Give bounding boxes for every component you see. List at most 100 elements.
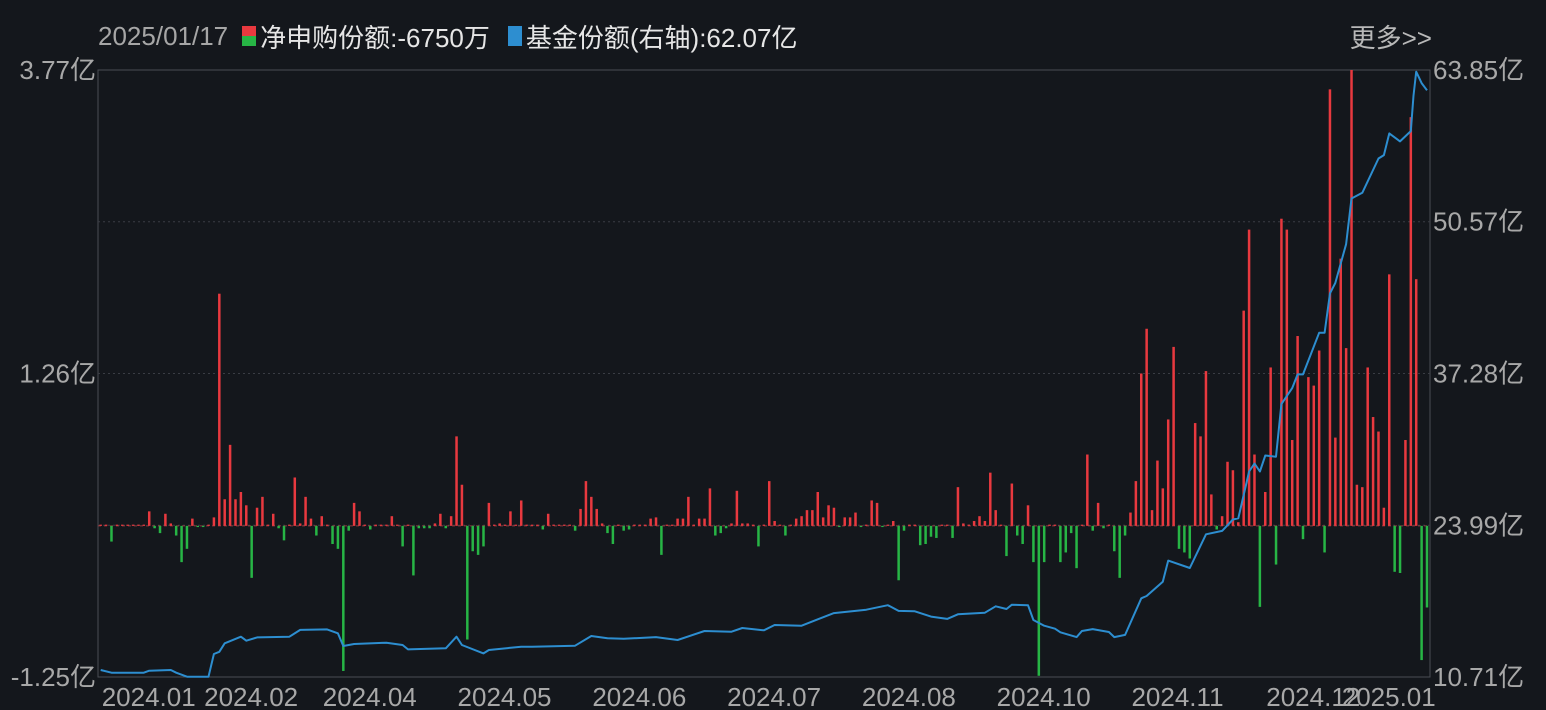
net-subscription-bar xyxy=(104,524,108,526)
net-subscription-bar xyxy=(568,524,572,526)
net-subscription-bar xyxy=(174,525,178,536)
net-subscription-bar xyxy=(584,481,588,526)
net-subscription-bar xyxy=(924,525,927,544)
more-link[interactable]: 更多>> xyxy=(1349,23,1432,53)
net-subscription-bar xyxy=(821,517,825,526)
left-axis-tick-label: -1.25亿 xyxy=(11,662,96,692)
net-subscription-bar xyxy=(1220,516,1224,526)
net-subscription-bar xyxy=(315,525,318,536)
net-subscription-bar xyxy=(708,488,712,526)
net-subscription-bar xyxy=(525,524,528,526)
net-subscription-bar xyxy=(1096,502,1100,526)
left-axis-tick-label: 3.77亿 xyxy=(19,55,96,85)
net-subscription-bar xyxy=(331,525,334,544)
net-subscription-bar xyxy=(627,525,631,530)
net-subscription-bar xyxy=(1296,336,1299,526)
net-subscription-bar xyxy=(282,525,286,541)
left-axis-tick-label: 1.26亿 xyxy=(19,359,96,389)
x-axis-tick-label: 2024.02 xyxy=(204,682,298,710)
net-subscription-bar xyxy=(579,508,582,526)
net-subscription-bar xyxy=(1312,385,1316,526)
net-subscription-bar xyxy=(546,513,550,526)
net-subscription-bar xyxy=(730,523,733,526)
net-subscription-bar xyxy=(1059,525,1062,563)
net-subscription-bar xyxy=(1053,524,1057,526)
net-subscription-bar xyxy=(891,521,895,526)
net-subscription-bar xyxy=(816,491,820,526)
net-subscription-bar xyxy=(530,524,534,526)
net-subscription-bar xyxy=(271,513,275,526)
net-subscription-bar xyxy=(342,525,345,671)
net-subscription-bar xyxy=(514,524,518,526)
net-subscription-bar xyxy=(1382,507,1386,526)
x-axis-tick-label: 2024.10 xyxy=(997,682,1091,710)
net-subscription-bar xyxy=(805,510,809,526)
net-subscription-bar xyxy=(724,525,728,529)
net-subscription-bar xyxy=(1069,525,1073,534)
fund-share-legend: 基金份额(右轴):62.07亿 xyxy=(525,22,798,53)
net-subscription-bar xyxy=(875,502,879,526)
net-subscription-bar xyxy=(460,484,464,526)
net-subscription-bar xyxy=(649,518,652,526)
net-subscription-bar xyxy=(1129,512,1132,526)
net-subscription-bar xyxy=(1177,525,1181,549)
net-subscription-bar xyxy=(180,525,183,563)
net-subscription-bar xyxy=(1032,525,1035,563)
net-subscription-bar xyxy=(746,523,749,526)
net-subscription-bar xyxy=(563,524,566,526)
net-subscription-bar xyxy=(115,524,119,526)
net-subscription-bar xyxy=(1339,258,1342,526)
net-subscription-bar xyxy=(1355,484,1359,526)
net-subscription-bar xyxy=(487,502,491,526)
net-subscription-bar xyxy=(223,499,226,526)
net-subscription-bar xyxy=(385,524,388,526)
net-subscription-bar xyxy=(503,524,507,526)
net-subscription-bar xyxy=(800,516,803,526)
net-subscription-bar xyxy=(428,525,431,529)
net-subscription-bar xyxy=(147,511,151,526)
net-subscription-bar xyxy=(1414,279,1418,526)
net-subscription-bar xyxy=(374,524,377,526)
net-subscription-bar xyxy=(773,521,776,526)
net-subscription-bar xyxy=(940,524,944,526)
net-subscription-bar xyxy=(1258,525,1262,607)
net-subscription-bar xyxy=(1134,481,1138,526)
net-subscription-bar xyxy=(1005,525,1008,557)
net-subscription-bar xyxy=(784,525,787,536)
net-subscription-bar xyxy=(692,524,696,526)
chart-header: 2025/01/17 净申购份额:-6750万 基金份额(右轴):62.07亿 xyxy=(98,16,815,56)
net-subscription-bar xyxy=(757,525,760,547)
net-subscription-bar xyxy=(379,524,383,526)
net-subscription-bar xyxy=(1323,525,1326,553)
net-subscription-bar xyxy=(1280,218,1283,526)
net-subscription-bar xyxy=(137,524,140,526)
net-subscription-bar xyxy=(1350,70,1353,526)
net-subscription-bar xyxy=(573,525,577,531)
net-subscription-bar xyxy=(444,525,448,529)
net-subscription-bar xyxy=(266,524,270,526)
net-subscription-bar xyxy=(1215,525,1218,530)
net-subscription-bar xyxy=(422,525,426,529)
net-subscription-bar xyxy=(519,500,523,526)
net-subscription-bar xyxy=(870,500,873,526)
net-subscription-bar xyxy=(191,518,194,526)
net-subscription-bar xyxy=(1361,487,1364,526)
net-subscription-bar xyxy=(918,525,922,546)
net-subscription-bar xyxy=(865,524,868,526)
net-subscription-bar xyxy=(336,525,340,549)
net-subscription-bar xyxy=(897,525,900,581)
net-subscription-bar xyxy=(1166,419,1170,526)
net-subscription-bar xyxy=(1307,377,1310,526)
net-subscription-bar xyxy=(1269,367,1272,526)
net-subscription-bar xyxy=(687,496,690,526)
net-subscription-bar xyxy=(1102,525,1105,529)
net-subscription-bar xyxy=(196,525,199,528)
net-subscription-bar xyxy=(1091,525,1094,531)
x-axis-tick-label: 2024.01 xyxy=(102,682,196,710)
fund-share-line xyxy=(100,70,1428,678)
x-axis-tick-label: 2025.01 xyxy=(1342,682,1436,710)
x-axis-tick-label: 2024.05 xyxy=(458,682,552,710)
net-subscription-bar xyxy=(1172,346,1175,526)
net-subscription-bar xyxy=(358,511,361,526)
x-axis-tick-label: 2024.11 xyxy=(1131,682,1223,710)
